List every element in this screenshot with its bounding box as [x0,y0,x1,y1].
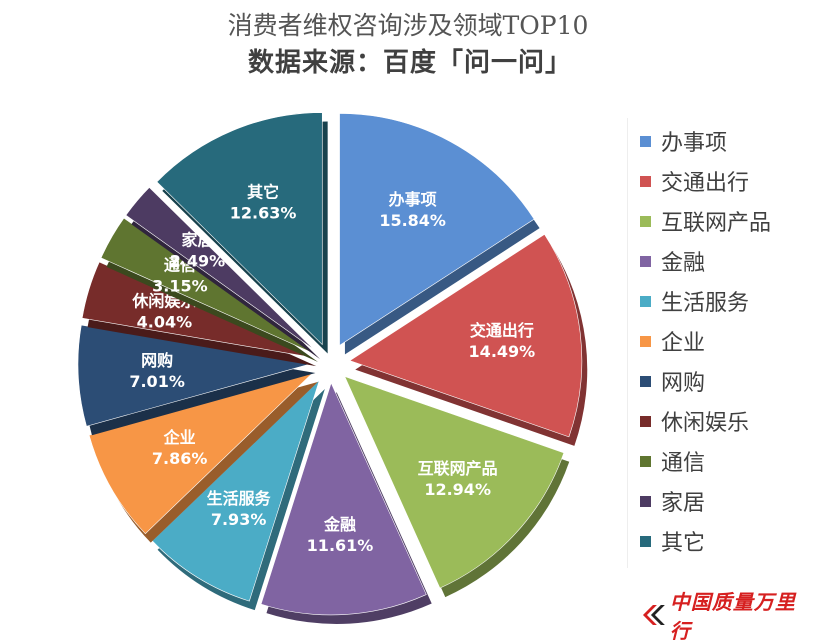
slice-3-face [260,382,427,616]
legend-swatch [640,375,651,387]
legend-label: 家居 [661,491,706,516]
slice-4-face [151,379,320,602]
slice-6-value: 7.01% [129,372,185,391]
legend-label: 通信 [661,451,706,476]
slice-3-label: 金融 [323,515,356,534]
slice-6-face [77,324,311,427]
legend-item-7: 休闲娱乐 [640,401,749,441]
slice-2: 互联网产品 12.94% [344,375,570,598]
slice-0-label: 办事项 [389,190,437,209]
slice-4-value: 7.93% [211,510,267,529]
slice-2-label: 互联网产品 [418,459,498,478]
slice-8-face [100,217,313,354]
legend-swatch [640,295,651,307]
legend-label: 休闲娱乐 [661,411,750,436]
legend-label: 互联网产品 [661,211,772,236]
legend-item-8: 通信 [640,441,705,481]
brand-logo: 中国质量万里行 [640,586,816,644]
legend-label: 企业 [661,331,706,356]
slice-2-face [344,375,565,589]
legend-item-4: 生活服务 [640,281,749,321]
slice-2-value: 12.94% [424,480,491,499]
slice-0: 办事项 15.84% [339,113,540,355]
legend-label: 办事项 [661,131,728,156]
slice-6: 网购 7.01% [77,324,316,436]
slice-10-value: 12.63% [230,203,297,222]
legend-item-5: 企业 [640,321,705,361]
legend-item-9: 家居 [640,481,705,521]
slice-0-face [339,113,535,346]
slice-10-label: 其它 [247,182,279,201]
slice-10: 其它 12.63% [156,112,328,354]
legend-item-1: 交通出行 [640,161,749,201]
slice-5: 企业 7.86% [88,372,319,543]
legend-item-3: 金融 [640,241,705,281]
legend-item-0: 办事项 [640,121,727,161]
chart-legend: 办事项交通出行互联网产品金融生活服务企业网购休闲娱乐通信家居其它 [627,118,798,568]
slice-5-face [88,372,313,535]
slice-7-value: 4.04% [137,313,193,332]
legend-label: 其它 [661,531,706,556]
legend-swatch [640,455,651,467]
legend-item-6: 网购 [640,361,705,401]
slice-9-label: 家居 [181,231,213,250]
slice-1-face [349,233,583,438]
slice-3: 金融 11.61% [260,382,432,624]
slice-8-value: 3.15% [152,277,208,296]
slice-4: 生活服务 7.93% [151,379,325,611]
chart-subtitle: 数据来源：百度「问一问」 [247,48,572,78]
slice-4-label: 生活服务 [207,489,272,508]
legend-swatch [640,415,651,427]
slice-6-label: 网购 [141,351,173,370]
legend-swatch [640,335,651,347]
brand-name: 中国质量万里行 [669,590,796,643]
slice-10-face [156,112,323,346]
legend-swatch [640,255,651,267]
legend-label: 金融 [661,251,706,276]
legend-swatch [640,495,651,507]
legend-item-2: 互联网产品 [640,201,771,241]
slice-7-face [81,261,311,358]
legend-label: 交通出行 [661,171,750,196]
slice-1-label: 交通出行 [470,321,534,340]
slice-9-face [125,187,315,351]
slice-5-value: 7.86% [152,449,208,468]
slice-9: 家居 2.49% [125,187,321,360]
slice-0-value: 15.84% [379,211,446,230]
slice-9-value: 2.49% [170,252,226,271]
legend-swatch [640,135,651,147]
pie-chart: 办事项15.84%交通出行14.49%互联网产品12.94%金融11.61%生活… [77,112,588,624]
slice-5-label: 企业 [163,428,196,447]
slice-1-value: 14.49% [469,342,536,361]
legend-swatch [640,535,651,547]
legend-item-10: 其它 [640,521,705,561]
legend-swatch [640,175,651,187]
slice-3-value: 11.61% [307,536,374,555]
legend-label: 生活服务 [661,291,750,316]
chart-title: 消费者维权咨询涉及领域TOP10 [227,11,589,40]
double-chevron-logo-icon [642,605,665,625]
legend-label: 网购 [661,371,706,396]
legend-swatch [640,215,651,227]
slice-1: 交通出行 14.49% [349,233,588,446]
